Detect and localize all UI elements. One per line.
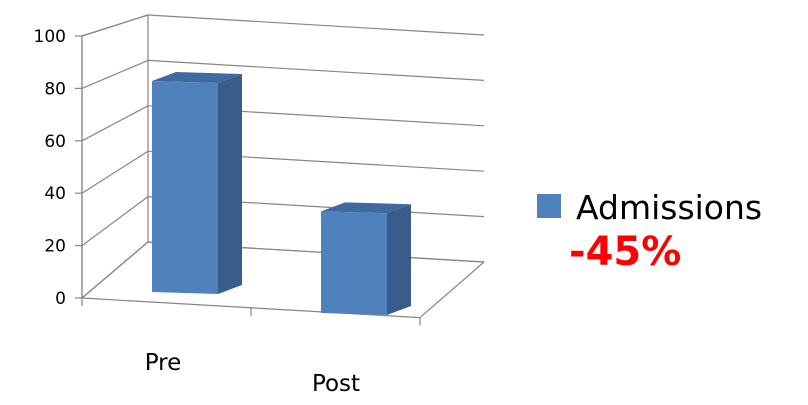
y-tick-label: 0 [55, 289, 66, 309]
bar-top-face [152, 72, 242, 83]
y-tick-label: 20 [44, 237, 66, 257]
bar [152, 72, 242, 294]
legend-swatch [537, 194, 561, 218]
floor-right-edge [419, 261, 485, 319]
bar-side-face [387, 204, 411, 315]
bar-front-face [321, 211, 387, 315]
back-gridline [147, 14, 485, 36]
side-gridline [81, 196, 149, 247]
chart-axes [81, 36, 485, 326]
x-axis-category-labels: Pre Post [145, 350, 360, 397]
side-gridline [81, 105, 149, 142]
y-tick-label: 100 [34, 27, 66, 47]
bar-side-face [218, 73, 242, 294]
category-label: Pre [145, 350, 182, 376]
y-tick-label: 40 [44, 184, 66, 204]
back-gridline [147, 59, 485, 81]
bar-top-face [321, 202, 411, 214]
side-wall [81, 14, 149, 300]
side-gridline [81, 59, 149, 89]
side-gridline [81, 241, 149, 299]
side-gridline [81, 150, 149, 194]
side-gridline [81, 14, 149, 37]
bar-front-face [152, 81, 218, 294]
chart-walls [81, 14, 485, 300]
change-annotation: -45% [569, 229, 681, 275]
legend: Admissions [537, 188, 762, 227]
bar [321, 202, 411, 315]
legend-label: Admissions [576, 188, 762, 227]
y-tick-label: 80 [44, 79, 66, 99]
category-label: Post [312, 371, 360, 397]
bars [152, 72, 411, 315]
y-tick-label: 60 [44, 132, 66, 152]
y-axis-tick-labels: 0 20 40 60 80 100 [34, 27, 66, 309]
